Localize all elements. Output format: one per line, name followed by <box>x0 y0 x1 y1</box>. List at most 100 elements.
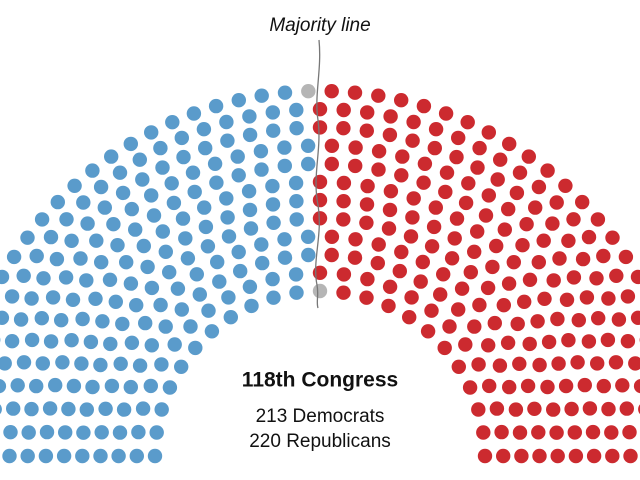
seat <box>123 276 139 291</box>
seat <box>301 156 316 172</box>
seat <box>20 448 35 464</box>
seat <box>559 292 575 307</box>
seat <box>567 425 582 440</box>
seat <box>449 211 465 226</box>
seat <box>66 378 82 394</box>
seat <box>451 359 466 374</box>
seat <box>528 200 543 215</box>
seat <box>301 247 316 263</box>
seat <box>132 152 147 167</box>
seat <box>461 176 476 191</box>
seat <box>24 401 39 417</box>
seat <box>571 313 586 328</box>
seat <box>438 184 453 200</box>
seat <box>444 251 460 266</box>
seat <box>467 244 482 259</box>
seat <box>360 105 375 120</box>
seat <box>54 313 69 328</box>
seat <box>175 211 191 226</box>
seat <box>623 448 638 464</box>
seat <box>75 311 90 327</box>
seat <box>144 125 159 140</box>
seat <box>197 200 212 215</box>
seat <box>433 287 448 302</box>
seat <box>467 319 482 334</box>
seat <box>277 250 293 265</box>
seat <box>426 219 442 235</box>
seat <box>0 269 10 285</box>
seat <box>277 85 293 100</box>
seat <box>29 378 44 394</box>
seat <box>277 158 292 174</box>
seat <box>438 106 454 121</box>
seat <box>416 175 431 190</box>
seat <box>392 263 407 279</box>
seat <box>481 125 496 140</box>
seat <box>0 404 2 415</box>
seat <box>496 448 511 464</box>
seat <box>462 380 478 395</box>
seat <box>289 102 304 118</box>
seat <box>48 377 63 393</box>
seat <box>170 281 186 296</box>
seat <box>370 255 385 271</box>
seat <box>336 194 351 209</box>
seat <box>394 168 409 183</box>
seat <box>382 127 398 143</box>
seat <box>162 265 177 280</box>
seat <box>502 379 517 395</box>
seat <box>76 425 91 440</box>
seat <box>265 178 280 194</box>
seat <box>579 290 595 305</box>
seat <box>135 401 151 416</box>
seat <box>324 156 339 172</box>
seat <box>103 336 118 352</box>
seat <box>442 319 457 334</box>
seat <box>242 109 257 124</box>
seat <box>336 175 352 191</box>
seat <box>277 140 292 155</box>
seat <box>49 251 65 267</box>
seat <box>312 192 328 208</box>
seat <box>39 424 55 440</box>
seat <box>196 122 212 137</box>
seat <box>497 222 512 237</box>
seat <box>94 425 109 440</box>
seat <box>164 176 179 191</box>
seat <box>347 250 363 265</box>
seat <box>324 138 340 153</box>
seat <box>4 289 20 304</box>
seat <box>359 215 374 230</box>
seat <box>604 425 619 440</box>
seat <box>382 202 398 218</box>
seat <box>300 138 316 153</box>
seat <box>577 377 592 393</box>
seats <box>0 84 640 464</box>
seat <box>106 217 121 232</box>
seat <box>336 121 351 136</box>
seat <box>208 98 224 114</box>
seat <box>241 184 257 199</box>
seat <box>481 338 496 353</box>
seat <box>382 279 398 294</box>
seat <box>167 337 182 352</box>
seat <box>288 175 304 191</box>
seat <box>395 149 410 164</box>
seat <box>451 130 466 146</box>
seat <box>231 244 246 260</box>
seat <box>254 162 269 177</box>
seat <box>360 271 375 287</box>
seat <box>124 201 139 217</box>
seat <box>394 244 409 260</box>
seat <box>64 233 79 248</box>
seat <box>219 114 234 130</box>
seat <box>489 238 504 254</box>
seat <box>537 291 552 306</box>
seat <box>568 448 584 464</box>
seat <box>428 200 443 215</box>
seat <box>144 338 159 353</box>
seat <box>188 340 203 356</box>
seat <box>83 334 99 350</box>
seat <box>132 358 148 373</box>
